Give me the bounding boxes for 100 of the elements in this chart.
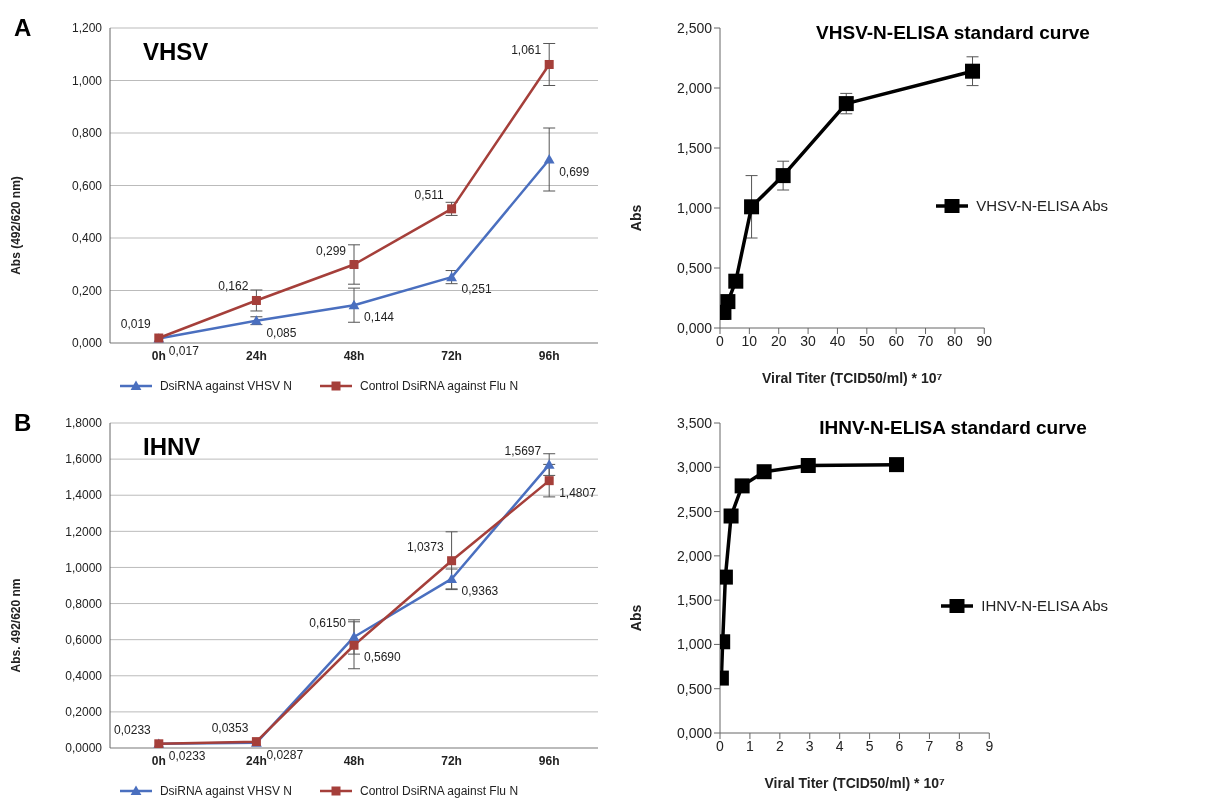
legend-label: Control DsiRNA against Flu N [359, 784, 519, 798]
y-tick-label: 0,4000 [65, 669, 103, 684]
data-label: 0,144 [364, 310, 395, 325]
data-label: 0,251 [461, 282, 492, 297]
x-tick-label: 48h [343, 753, 365, 768]
x-tick-label: 96h [538, 753, 560, 768]
y-tick-label: 1,000 [676, 199, 713, 216]
y-tick-label: 2,000 [676, 79, 713, 96]
y-tick-label: 0,400 [71, 231, 103, 246]
x-tick-label: 90 [976, 332, 993, 349]
legend-label: Control DsiRNA against Flu N [359, 379, 519, 393]
x-tick-label: 0h [151, 348, 166, 363]
x-tick-label: 2 [775, 737, 784, 754]
x-tick-label: 3 [805, 737, 814, 754]
y-tick-label: 1,8000 [65, 416, 103, 431]
x-tick-label: 5 [865, 737, 874, 754]
x-tick-label: 0 [716, 332, 725, 349]
text: A [14, 14, 32, 42]
y-tick-label: 0,500 [676, 680, 713, 697]
x-tick-label: 1 [746, 737, 755, 754]
y-tick-label: 0,6000 [65, 632, 103, 647]
y-axis-title: Abs [627, 204, 644, 232]
legend-label: IHNV-N-ELISA Abs [981, 597, 1108, 614]
y-tick-label: 0,8000 [65, 596, 103, 611]
y-tick-label: 0,600 [71, 178, 103, 193]
point [349, 260, 359, 270]
data-label: 0,019 [120, 317, 152, 332]
x-tick-label: 48h [343, 348, 365, 363]
point [756, 464, 772, 480]
y-tick-label: 1,0000 [65, 560, 103, 575]
point [251, 295, 261, 305]
point [348, 631, 360, 642]
point [348, 299, 360, 310]
point [728, 273, 744, 289]
x-tick-label: 0h [151, 753, 166, 768]
y-tick-label: 2,000 [676, 547, 713, 564]
point [734, 478, 750, 494]
x-tick-label: 70 [917, 332, 934, 349]
x-tick-label: 7 [925, 737, 934, 754]
data-label: 0,162 [218, 279, 249, 294]
chart-title: VHSV [143, 38, 209, 66]
x-axis-title: Viral Titer (TCID50/ml) * 10⁷ [761, 370, 943, 386]
legend-label: VHSV-N-ELISA Abs [976, 197, 1108, 214]
point [889, 457, 905, 473]
data-label: 0,6150 [309, 615, 347, 630]
point [965, 63, 981, 79]
data-label: 0,0287 [266, 747, 304, 762]
legend-label: DsiRNA against VHSV N [159, 379, 292, 393]
y-axis-title: Abs [627, 604, 644, 632]
x-tick-label: 80 [947, 332, 963, 349]
x-tick-label: 72h [441, 348, 462, 363]
y-tick-label: 0,000 [676, 724, 713, 741]
data-label: 0,299 [315, 243, 347, 258]
chart-title: IHNV [143, 433, 201, 461]
x-tick-label: 24h [246, 348, 267, 363]
x-axis-title: Viral Titer (TCID50/ml) * 10⁷ [764, 775, 946, 791]
y-tick-label: 2,500 [676, 19, 713, 36]
y-tick-label: 0,2000 [65, 705, 103, 720]
point [447, 556, 457, 566]
data-label: 0,0353 [211, 720, 249, 735]
point [543, 154, 555, 164]
point [838, 96, 854, 112]
data-label: 0,5690 [364, 650, 402, 665]
chart-title: IHNV-N-ELISA standard curve [818, 417, 1088, 439]
point [775, 168, 791, 184]
x-tick-label: 8 [955, 737, 964, 754]
data-label: 0,085 [266, 325, 297, 340]
y-tick-label: 1,500 [676, 592, 713, 609]
x-tick-label: 20 [770, 332, 787, 349]
y-tick-label: 3,000 [676, 459, 713, 476]
point [543, 459, 555, 469]
y-tick-label: 0,000 [71, 336, 103, 351]
y-tick-label: 0,0000 [65, 741, 103, 756]
y-tick-label: 1,2000 [65, 524, 103, 539]
data-label: 0,511 [414, 187, 444, 202]
x-tick-label: 4 [835, 737, 844, 754]
data-label: 0,0233 [114, 722, 152, 737]
y-tick-label: 1,500 [676, 139, 713, 156]
x-tick-label: 24h [246, 753, 267, 768]
point [544, 476, 554, 486]
x-tick-label: 9 [985, 737, 994, 754]
x-tick-label: 96h [538, 348, 560, 363]
x-tick-label: 50 [859, 332, 875, 349]
x-tick-label: 60 [888, 332, 905, 349]
y-tick-label: 0,500 [676, 259, 713, 276]
y-tick-label: 0,200 [71, 283, 103, 298]
point [544, 59, 554, 69]
legend-label: DsiRNA against VHSV N [159, 784, 292, 798]
y-tick-label: 1,000 [71, 73, 103, 88]
y-tick-label: 0,800 [71, 126, 103, 141]
y-tick-label: 1,6000 [65, 452, 103, 467]
x-tick-label: 40 [829, 332, 846, 349]
y-tick-label: 1,200 [71, 21, 103, 36]
chart-title: VHSV-N-ELISA standard curve [815, 22, 1091, 44]
y-tick-label: 1,000 [676, 636, 713, 653]
data-label: 0,699 [559, 164, 590, 179]
y-tick-label: 1,4000 [65, 488, 103, 503]
y-tick-label: 3,500 [676, 414, 713, 431]
point [446, 573, 457, 583]
point [723, 508, 739, 524]
